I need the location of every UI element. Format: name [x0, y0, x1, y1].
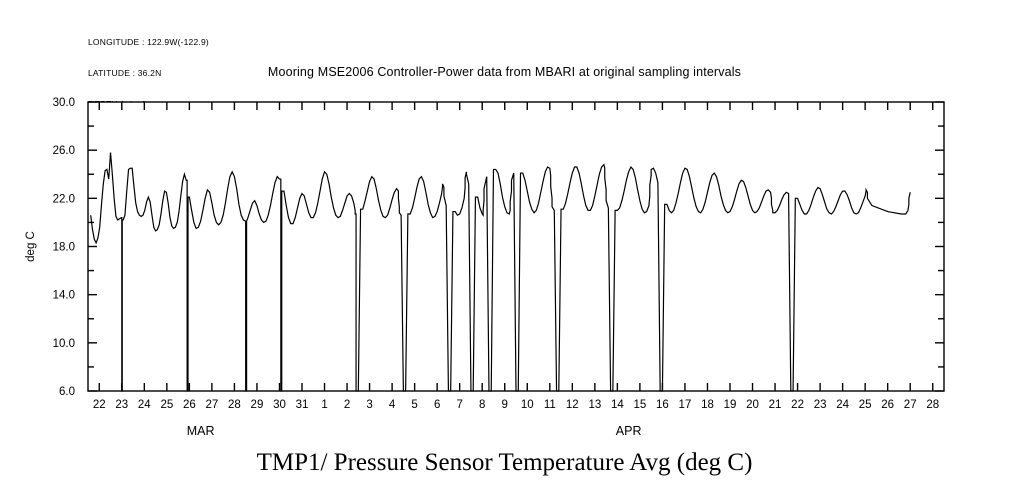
x-axis-label: 19 — [724, 399, 737, 411]
x-axis-label: 6 — [434, 399, 440, 411]
x-axis-label: 22 — [791, 399, 804, 411]
x-axis-label: 10 — [521, 399, 534, 411]
x-axis-label: 4 — [389, 399, 396, 411]
x-axis-label: 8 — [479, 399, 485, 411]
figure-caption: TMP1/ Pressure Sensor Temperature Avg (d… — [256, 449, 753, 476]
x-axis-label: 2 — [344, 399, 350, 411]
y-axis-label: 30.0 — [53, 97, 75, 109]
y-axis-label: 26.0 — [53, 145, 75, 157]
x-axis-label: 16 — [656, 399, 669, 411]
x-axis-month-label: MAR — [187, 424, 215, 438]
x-axis-label: 21 — [769, 399, 782, 411]
y-axis-label: 22.0 — [53, 193, 75, 205]
x-axis-label: 14 — [611, 399, 624, 411]
x-axis-label: 24 — [138, 399, 151, 411]
x-axis-label: 9 — [502, 399, 508, 411]
x-axis-label: 25 — [859, 399, 872, 411]
x-axis-label: 20 — [746, 399, 759, 411]
y-axis-label: 6.0 — [59, 386, 75, 398]
y-axis-label: 18.0 — [53, 242, 75, 254]
y-axis-title: deg C — [25, 231, 37, 262]
x-axis-label: 23 — [814, 399, 827, 411]
x-axis-label: 1 — [321, 399, 327, 411]
x-axis-label: 31 — [296, 399, 309, 411]
x-axis-label: 27 — [904, 399, 917, 411]
x-axis-label: 5 — [411, 399, 417, 411]
data-series-line — [90, 152, 911, 392]
x-axis-label: 28 — [228, 399, 241, 411]
x-axis-label: 7 — [456, 399, 462, 411]
metadata-longitude: LONGITUDE : 122.9W(-122.9) — [88, 36, 209, 47]
x-axis-label: 26 — [183, 399, 196, 411]
x-axis-label: 27 — [205, 399, 218, 411]
metadata-latitude: LATITUDE : 36.2N — [88, 68, 162, 79]
x-axis-label: 18 — [701, 399, 714, 411]
x-axis-label: 23 — [115, 399, 128, 411]
x-axis-month-label: APR — [616, 424, 642, 438]
x-axis-label: 13 — [588, 399, 601, 411]
x-axis-label: 30 — [273, 399, 286, 411]
x-axis-label: 15 — [633, 399, 646, 411]
x-axis-label: 17 — [679, 399, 692, 411]
x-axis-label: 28 — [926, 399, 939, 411]
x-axis-label: 24 — [836, 399, 849, 411]
x-axis-label: 25 — [160, 399, 173, 411]
x-axis-label: 3 — [366, 399, 372, 411]
y-axis-label: 14.0 — [53, 290, 75, 302]
x-axis-label: 22 — [93, 399, 106, 411]
x-axis-label: 11 — [544, 399, 556, 411]
x-axis-label: 29 — [251, 399, 264, 411]
chart-title: Mooring MSE2006 Controller-Power data fr… — [267, 65, 742, 79]
x-axis-label: 12 — [566, 399, 579, 411]
y-axis-label: 10.0 — [53, 338, 75, 350]
x-axis-label: 26 — [881, 399, 894, 411]
